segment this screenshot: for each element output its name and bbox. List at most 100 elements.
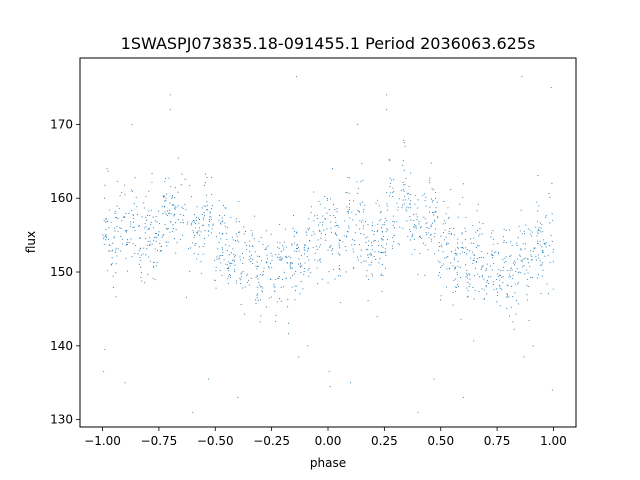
data-point: [209, 211, 211, 213]
data-point: [230, 262, 232, 264]
data-point: [225, 244, 227, 246]
data-point: [378, 262, 380, 264]
y-tick-label: 150: [50, 265, 73, 279]
data-point: [234, 255, 236, 257]
data-point: [193, 221, 195, 223]
data-point: [526, 299, 529, 301]
data-point: [197, 253, 199, 255]
data-point: [256, 261, 258, 263]
data-point: [151, 172, 153, 175]
data-point: [260, 286, 262, 288]
data-point: [552, 219, 554, 221]
data-point: [384, 267, 387, 269]
data-point: [483, 289, 485, 291]
data-point: [330, 198, 332, 200]
data-point: [537, 274, 540, 276]
data-point: [544, 244, 546, 246]
data-point: [240, 282, 242, 284]
data-point: [218, 258, 220, 260]
data-point: [541, 275, 544, 277]
data-point: [198, 222, 200, 224]
data-point: [147, 240, 149, 242]
data-point: [534, 247, 536, 249]
data-point: [118, 207, 120, 209]
data-point: [462, 196, 464, 198]
data-point: [432, 200, 434, 202]
data-point: [105, 228, 107, 230]
data-point: [202, 225, 204, 227]
data-point: [523, 356, 525, 358]
data-point: [507, 294, 509, 296]
data-point: [425, 196, 427, 198]
data-point: [402, 181, 404, 184]
data-point: [445, 213, 447, 215]
y-tick-label: 130: [50, 413, 73, 427]
data-point: [512, 262, 515, 264]
data-point: [461, 251, 464, 253]
data-point: [519, 255, 521, 257]
data-point: [425, 205, 427, 207]
data-point: [316, 267, 318, 269]
data-point: [261, 275, 263, 277]
data-point: [218, 241, 220, 243]
data-point: [537, 242, 539, 244]
data-point: [199, 234, 201, 236]
data-point: [430, 234, 432, 236]
data-point: [259, 273, 261, 275]
data-point: [121, 220, 123, 222]
data-point: [474, 267, 476, 269]
data-point: [211, 207, 213, 209]
data-point: [353, 251, 355, 253]
data-point: [482, 265, 484, 267]
data-point: [431, 201, 433, 203]
data-point: [321, 224, 324, 226]
data-point: [442, 263, 444, 265]
data-point: [357, 187, 359, 189]
data-point: [522, 266, 524, 268]
data-point: [124, 382, 126, 384]
data-point: [518, 303, 520, 305]
data-point: [281, 278, 283, 280]
data-point: [173, 196, 175, 199]
data-point: [282, 286, 284, 288]
data-point: [273, 283, 275, 285]
data-point: [386, 109, 388, 111]
data-point: [125, 231, 127, 233]
data-point: [509, 269, 511, 272]
data-point: [308, 229, 310, 231]
data-point: [475, 261, 478, 263]
data-point: [402, 227, 404, 229]
data-point: [144, 223, 146, 225]
data-point: [474, 289, 476, 291]
data-point: [359, 202, 361, 204]
data-point: [552, 251, 554, 253]
data-point: [352, 219, 354, 221]
data-point: [490, 236, 492, 238]
data-point: [365, 237, 367, 239]
data-point: [256, 297, 258, 299]
data-point: [476, 210, 478, 212]
data-point: [280, 258, 282, 260]
data-point: [310, 211, 312, 214]
data-point: [152, 216, 154, 218]
data-point: [454, 268, 456, 270]
data-point: [455, 266, 457, 268]
data-point: [465, 253, 468, 255]
data-point: [374, 239, 376, 242]
data-point: [380, 244, 383, 246]
data-point: [478, 235, 480, 237]
data-point: [336, 234, 338, 236]
data-point: [111, 257, 113, 259]
data-point: [296, 248, 299, 250]
data-point: [156, 237, 158, 239]
data-point: [469, 278, 471, 280]
data-point: [117, 218, 119, 220]
data-point: [278, 259, 280, 261]
data-point: [515, 270, 517, 272]
data-point: [208, 220, 211, 222]
data-point: [286, 256, 288, 258]
data-point: [322, 221, 324, 223]
data-point: [356, 192, 358, 194]
data-point: [352, 266, 354, 268]
data-point: [353, 268, 355, 270]
